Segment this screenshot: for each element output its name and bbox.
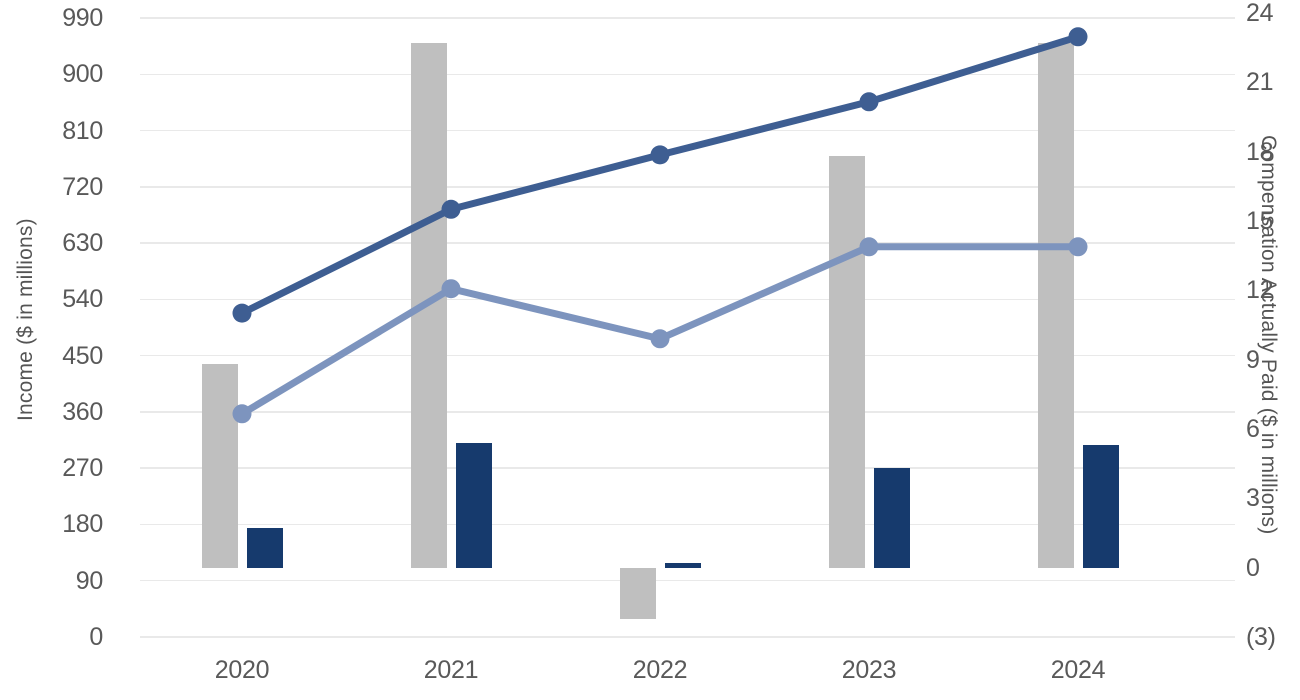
left-y-tick-label: 0 [89,623,103,651]
left-y-tick-label: 270 [62,454,103,483]
right-y-tick-label: 21 [1246,68,1274,97]
light-blue-line-marker [859,237,879,257]
right-y-tick-label: 9 [1246,345,1260,374]
gridline [140,129,1235,132]
gridline [140,636,1235,638]
gray-bars-bar [1038,43,1074,568]
left-y-tick-label: 720 [62,172,103,201]
gridline [140,523,1235,526]
right-y-tick-label: 12 [1246,276,1274,305]
dark-blue-line-marker [650,145,670,165]
left-y-tick-label: 540 [62,285,103,314]
gridline [140,73,1235,76]
right-y-tick-label: 18 [1246,137,1274,166]
right-y-tick-label: 24 [1246,0,1274,27]
gray-bars-bar [202,364,238,568]
gridline [140,579,1235,582]
left-y-tick-label: 900 [62,60,103,89]
left-y-tick-label: 450 [62,341,103,370]
dark-blue-line-marker [441,199,461,219]
left-y-tick-label: 990 [62,4,103,32]
left-y-tick-label: 180 [62,510,103,539]
light-blue-line-marker [650,329,670,349]
right-y-tick-label: 3 [1246,484,1260,513]
right-y-tick-label: 6 [1246,415,1260,443]
gridline [140,467,1235,469]
left-y-tick-label: 630 [62,229,103,258]
gray-bars-bar [620,567,656,619]
dark-blue-line-marker [232,303,252,323]
gridline [140,354,1235,357]
x-tick-label: 2024 [1050,656,1106,684]
navy-bars-bar [247,528,283,568]
left-y-tick-label: 360 [62,397,103,426]
navy-bars-bar [456,442,492,568]
x-tick-label: 2023 [841,656,897,684]
dark-blue-line-marker [859,92,879,112]
gridline [140,186,1235,188]
light-blue-line-marker [1068,237,1088,257]
light-blue-line-marker [232,404,252,424]
right-y-tick-label: (3) [1246,623,1276,651]
left-y-tick-label: 810 [62,116,103,145]
gridline [140,298,1235,301]
navy-bars-bar [1083,445,1119,568]
navy-bars-bar [874,468,910,568]
right-y-tick-label: 15 [1246,207,1274,235]
gray-bars-bar [829,156,865,568]
gridline [140,17,1235,19]
x-tick-label: 2021 [423,656,479,684]
light-blue-line-marker [441,279,461,299]
gridline [140,242,1235,244]
navy-bars-bar [665,563,701,568]
x-tick-label: 2020 [214,656,270,684]
right-y-tick-label: 0 [1246,553,1260,582]
gridline [140,411,1235,413]
right-axis-title: Compensation Actually Paid ($ in million… [1257,135,1280,535]
left-y-tick-label: 90 [75,566,104,595]
x-tick-label: 2022 [632,656,688,684]
dark-blue-line-marker [1068,27,1088,47]
